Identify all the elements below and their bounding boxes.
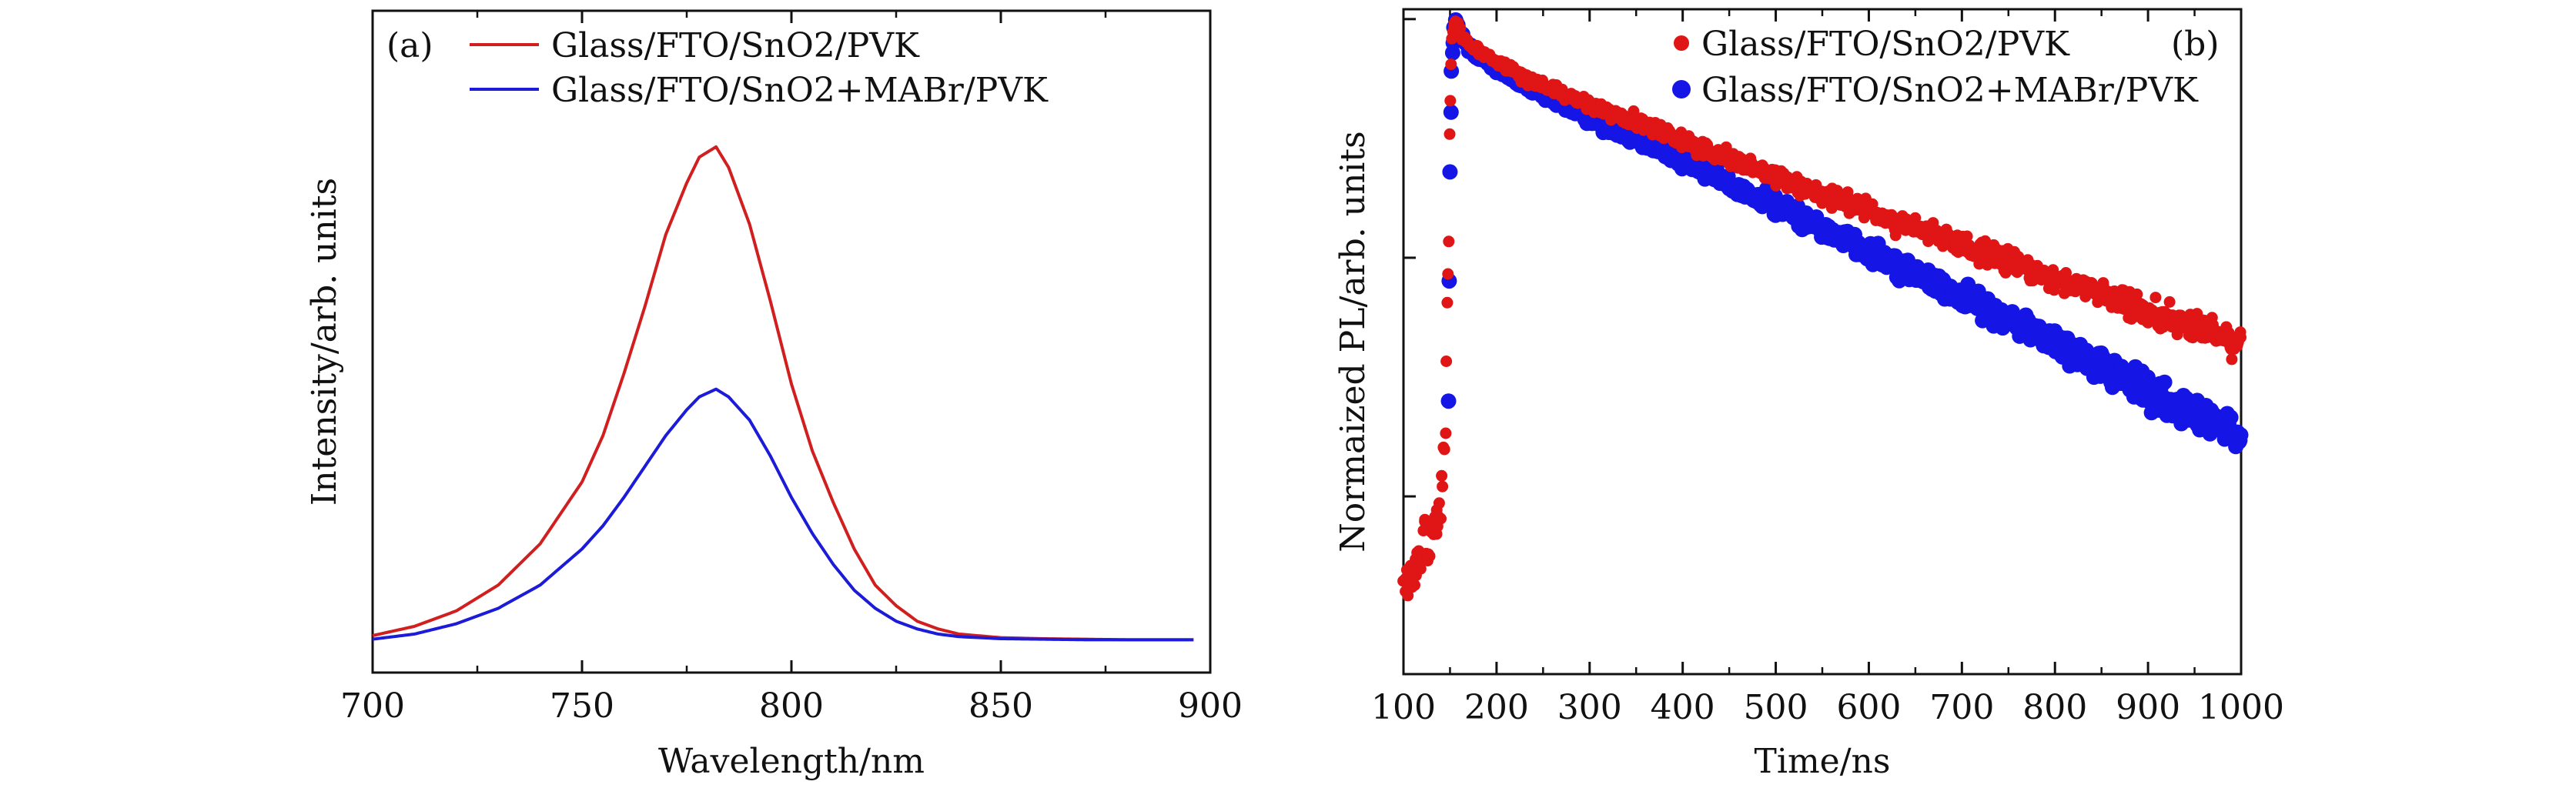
panel-a-x-tick-label: 800 — [759, 686, 824, 726]
panel-b-series-0-point — [1445, 58, 1457, 71]
panel-b-legend-label-1: Glass/FTO/SnO2+MABr/PVK — [1701, 71, 2199, 110]
panel-b-series-0-point — [1433, 497, 1445, 509]
panel-b-series-0-point — [1409, 579, 1420, 591]
panel-b-legend-swatch-0 — [1674, 35, 1689, 51]
panel-b-legend-swatch-1 — [1672, 80, 1691, 98]
panel-b-series-0-point — [1441, 296, 1454, 309]
panel-b-series-0-point — [2171, 329, 2183, 341]
panel-b-legend: Glass/FTO/SnO2/PVK Glass/FTO/SnO2+MABr/P… — [1672, 25, 2199, 110]
panel-b-series-0-point — [1909, 212, 1922, 224]
panel-b-series-0-point — [1438, 443, 1450, 456]
panel-b-x-tick-label: 500 — [1744, 688, 1808, 727]
panel-a-x-axis-label: Wavelength/nm — [658, 742, 925, 781]
panel-a-series — [372, 145, 1194, 642]
panel-b-x-tick-label: 1000 — [2198, 688, 2284, 727]
panel-a-x-tick-label: 700 — [340, 686, 405, 726]
panel-b-x-tick-label: 700 — [1929, 688, 1994, 727]
panel-b-series-0-point — [2226, 353, 2238, 366]
panel-a-series-line-0 — [372, 145, 1194, 642]
panel-a-x-tick-label: 850 — [969, 686, 1033, 726]
panel-b-series-0-point — [1440, 427, 1452, 439]
panel-b: 100 200 300 400 500 600 700 800 900 1000 (b) Glas… — [1333, 8, 2284, 781]
panel-b-x-tick-label: 600 — [1836, 688, 1901, 727]
panel-b-series-0-point — [1444, 95, 1457, 107]
panel-b-x-axis-label: Time/ns — [1755, 742, 1891, 781]
panel-b-series-1-point — [2156, 374, 2173, 390]
panel-b-series-0-point — [1436, 469, 1448, 482]
panel-a-frame — [371, 9, 1212, 674]
panel-b-series-0-point — [1435, 513, 1447, 525]
panel-b-series-1-point — [2233, 427, 2249, 443]
panel-a-legend-label-1: Glass/FTO/SnO2+MABr/PVK — [551, 71, 1049, 110]
panel-b-series-0-point — [2235, 331, 2246, 343]
panel-b-series-0-point — [1628, 105, 1640, 117]
panel-b-series-0-point — [1961, 230, 1973, 242]
panel-b-series-0-point — [2163, 296, 2176, 308]
panel-b-series-0-point — [2131, 288, 2143, 300]
panel-a-label: (a) — [386, 26, 433, 65]
panel-a-y-axis-label: Intensity/arb. units — [305, 178, 344, 506]
panel-b-x-tick-label: 300 — [1557, 688, 1622, 727]
panel-b-series-1-point — [1440, 393, 1457, 409]
panel-b-series-0-point — [1440, 356, 1453, 367]
panel-b-series-1-point — [2223, 409, 2239, 426]
panel-b-series-0-point — [1443, 235, 1455, 248]
panel-b-series-0-point — [1889, 229, 1902, 242]
panel-b-series-0-point — [1423, 550, 1436, 563]
panel-b-y-axis-label: Normaized PL/arb. units — [1333, 131, 1373, 553]
panel-a: 700 750 800 850 900 (a) Glass/FTO/SnO2/PVK G… — [305, 9, 1243, 781]
panel-b-label: (b) — [2171, 25, 2220, 64]
panel-a-x-tick-label: 900 — [1178, 686, 1243, 726]
panel-a-series-line-1 — [372, 387, 1194, 642]
panel-b-series-0-point — [2149, 292, 2162, 304]
panel-b-series-0-point — [1414, 563, 1427, 575]
panel-b-legend-label-0: Glass/FTO/SnO2/PVK — [1701, 25, 2070, 64]
panel-a-legend-label-0: Glass/FTO/SnO2/PVK — [551, 26, 920, 65]
panel-b-ticks: 100 200 300 400 500 600 700 800 900 1000 — [1371, 9, 2284, 727]
panel-b-series-0-point — [1437, 480, 1449, 492]
panel-b-series-1-point — [1442, 164, 1458, 180]
panel-b-series — [1397, 12, 2249, 602]
panel-a-x-tick-label: 750 — [550, 686, 614, 726]
panel-a-legend: Glass/FTO/SnO2/PVK Glass/FTO/SnO2+MABr/P… — [470, 26, 1049, 110]
panel-b-series-0-point — [1442, 268, 1454, 280]
panel-b-series-0-point — [1444, 128, 1456, 140]
panel-b-x-tick-label: 900 — [2116, 688, 2180, 727]
panel-a-ticks: 700 750 800 850 900 — [340, 11, 1243, 726]
panel-b-series-1-point — [1443, 104, 1459, 120]
panel-b-x-tick-label: 800 — [2022, 688, 2087, 727]
panel-b-x-tick-label: 400 — [1651, 688, 1715, 727]
panel-b-x-tick-label: 100 — [1371, 688, 1436, 727]
panel-b-x-tick-label: 200 — [1464, 688, 1529, 727]
